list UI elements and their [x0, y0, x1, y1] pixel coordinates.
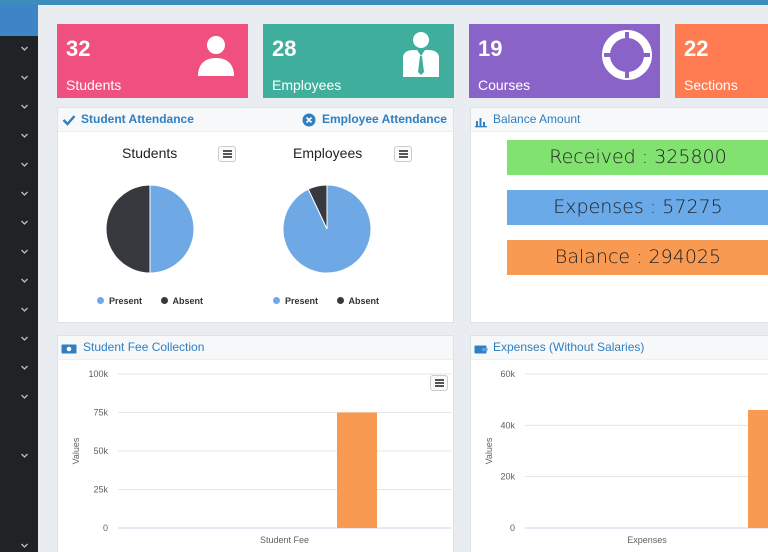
balance-amount: Balance : 294025 [507, 240, 768, 275]
sections-count: 22 [684, 36, 709, 61]
employees-count: 28 [272, 36, 297, 61]
balance-header [471, 108, 768, 132]
bar-student-fee[interactable] [337, 412, 377, 529]
chevron-down-icon[interactable] [20, 363, 29, 372]
y-axis-label: Values [71, 437, 81, 464]
expenses-header [471, 336, 768, 360]
chevron-down-icon[interactable] [20, 131, 29, 140]
y-tick-label: 25k [93, 485, 108, 495]
balance-panel: Balance Amount Received : 325800 Expense… [470, 107, 768, 323]
received-amount: Received : 325800 [507, 140, 768, 175]
pie-slice-absent[interactable] [105, 184, 151, 274]
chevron-down-icon[interactable] [20, 218, 29, 227]
chevron-down-icon[interactable] [20, 160, 29, 169]
students-legend: Present Absent [97, 296, 203, 306]
employees-legend: Present Absent [273, 296, 379, 306]
attendance-header [58, 108, 453, 132]
y-tick-label: 60k [500, 369, 515, 379]
y-tick-label: 0 [103, 523, 108, 533]
chevron-down-icon[interactable] [20, 541, 29, 550]
courses-label: Courses [478, 77, 531, 93]
employee-icon [403, 32, 439, 77]
chevron-down-icon[interactable] [20, 189, 29, 198]
money-icon [61, 344, 77, 354]
expenses-title: Expenses (Without Salaries) [493, 340, 645, 354]
legend-absent-label: Absent [348, 296, 380, 306]
close-circle-icon [302, 113, 316, 127]
student-icon [198, 36, 234, 76]
employees-label: Employees [272, 77, 342, 93]
sidebar [0, 5, 38, 552]
chevron-down-icon[interactable] [20, 392, 29, 401]
sidebar-active-item[interactable] [0, 5, 38, 36]
chevron-down-icon[interactable] [20, 44, 29, 53]
y-tick-label: 40k [500, 420, 515, 430]
chevron-down-icon[interactable] [20, 451, 29, 460]
students-chart-menu-button[interactable] [218, 146, 236, 162]
pie-slice-present[interactable] [149, 184, 195, 274]
y-tick-label: 0 [510, 523, 515, 533]
legend-present-label: Present [285, 296, 319, 306]
chevron-down-icon[interactable] [20, 276, 29, 285]
expenses-amount: Expenses : 57275 [507, 190, 768, 225]
expenses-bar-chart: 0 20k 40k 60k Expenses Values [484, 369, 768, 545]
students-label: Students [66, 77, 122, 93]
tab-employee-attendance[interactable]: Employee Attendance [322, 112, 447, 126]
expenses-panel: Expenses (Without Salaries) 0 20k 40k 60k Ex… [470, 335, 768, 552]
present-dot [273, 297, 280, 305]
check-icon [62, 115, 76, 126]
sections-label: Sections [684, 77, 738, 93]
chevron-down-icon[interactable] [20, 73, 29, 82]
chevron-down-icon[interactable] [20, 247, 29, 256]
absent-dot [160, 297, 168, 305]
chevron-down-icon[interactable] [20, 102, 29, 111]
y-tick-label: 50k [93, 446, 108, 456]
employees-chart-title: Employees [293, 145, 363, 161]
x-axis-label: Student Fee [260, 535, 309, 545]
chevron-down-icon[interactable] [20, 305, 29, 314]
fee-bar-chart: 0 25k 50k 75k 100k Student Fee Values [71, 369, 451, 545]
legend-present-label: Present [109, 296, 143, 306]
attendance-panel: Student Attendance Employee Attendance S… [57, 107, 454, 323]
employees-chart-menu-button[interactable] [394, 146, 412, 162]
y-tick-label: 75k [93, 408, 108, 418]
employees-tile[interactable]: 28 Employees [263, 24, 454, 98]
courses-count: 19 [478, 36, 503, 61]
y-tick-label: 100k [88, 369, 108, 379]
pie-slice-absent[interactable] [307, 184, 328, 230]
top-strip [0, 0, 768, 5]
fee-collection-title: Student Fee Collection [83, 340, 205, 354]
bar-expenses[interactable] [748, 409, 768, 528]
present-dot [97, 297, 104, 305]
tab-student-attendance[interactable]: Student Attendance [81, 112, 194, 126]
fee-chart-menu-button[interactable] [430, 375, 448, 391]
lifebuoy-icon [602, 30, 652, 80]
legend-absent-label: Absent [172, 296, 204, 306]
chevron-down-icon[interactable] [20, 334, 29, 343]
wallet-icon [474, 345, 488, 354]
fee-collection-header [58, 336, 453, 360]
students-pie-chart [105, 184, 195, 274]
y-tick-label: 20k [500, 472, 515, 482]
balance-title: Balance Amount [493, 112, 581, 126]
x-axis-label: Expenses [627, 535, 667, 545]
absent-dot [336, 297, 344, 305]
courses-tile[interactable]: 19 Courses [469, 24, 660, 98]
y-axis-label: Values [484, 437, 494, 464]
students-tile[interactable]: 32 Students [57, 24, 248, 98]
students-count: 32 [66, 36, 91, 61]
employees-pie-chart [282, 184, 372, 274]
bar-chart-icon [475, 118, 487, 128]
students-chart-title: Students [122, 145, 178, 161]
sections-tile[interactable]: 22 Sections [675, 24, 768, 98]
fee-collection-panel: Student Fee Collection 0 25k 50k 75k 100k Stu… [57, 335, 454, 552]
